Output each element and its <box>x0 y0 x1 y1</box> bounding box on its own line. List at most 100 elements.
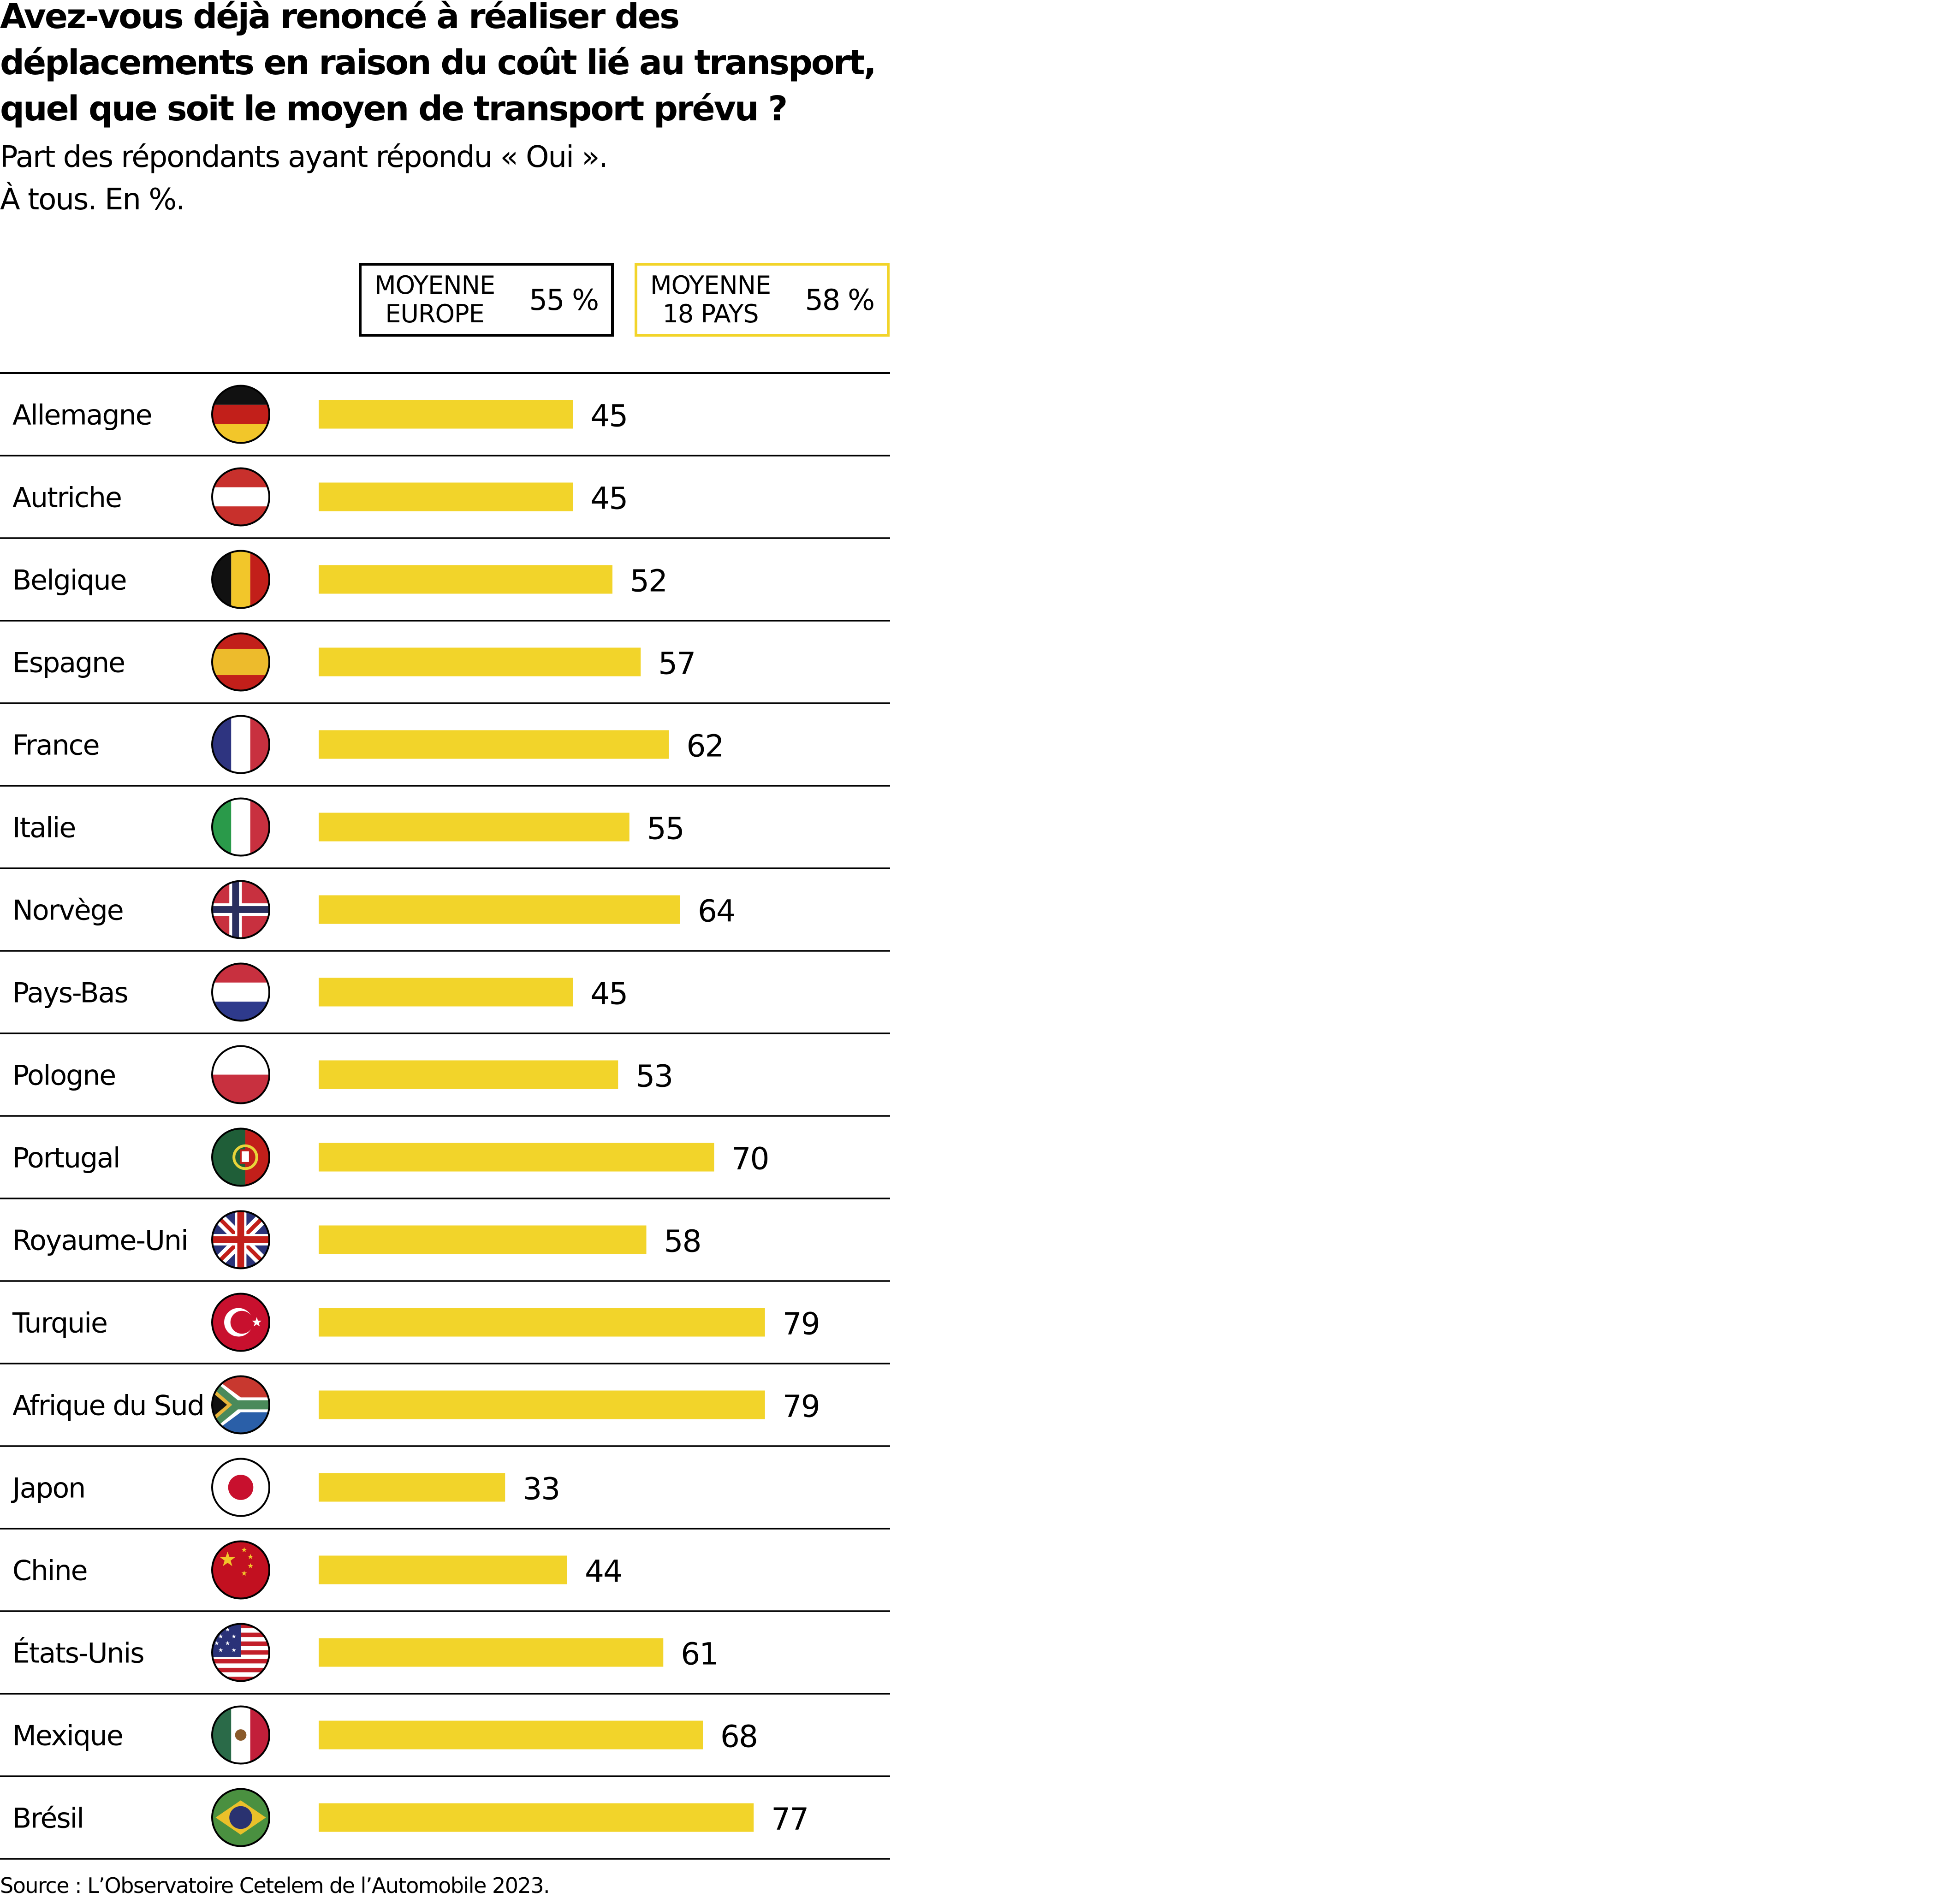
category-label: Pays-Bas <box>12 977 128 1009</box>
bar <box>319 1308 765 1337</box>
legend-label-line: EUROPE <box>385 299 484 328</box>
chart-row: Turquie 79 <box>12 1306 820 1342</box>
value-label: 79 <box>783 1389 820 1424</box>
bar <box>319 978 573 1007</box>
us-flag-icon <box>212 1624 269 1681</box>
category-label: Afrique du Sud <box>12 1390 204 1422</box>
value-label: 64 <box>698 894 735 929</box>
chart-row: Afrique du Sud 79 <box>12 1389 820 1424</box>
tr-flag-icon <box>212 1293 269 1351</box>
bar <box>319 1473 505 1502</box>
category-label: États-Unis <box>12 1637 144 1670</box>
flag-outline <box>211 1458 270 1517</box>
value-label: 45 <box>590 481 627 516</box>
legend-label-line: MOYENNE <box>374 271 495 300</box>
value-label: 57 <box>658 646 695 682</box>
value-label: 33 <box>523 1471 559 1507</box>
bar <box>319 1720 703 1750</box>
bar <box>319 813 630 842</box>
no-flag-icon <box>212 881 269 938</box>
category-label: Portugal <box>12 1142 120 1174</box>
category-label: France <box>12 730 99 762</box>
category-label: Allemagne <box>12 399 152 432</box>
chart-row: Brésil 77 <box>12 1802 809 1837</box>
legend-label-line: 18 PAYS <box>662 299 759 328</box>
chart-row: Japon 33 <box>11 1471 560 1507</box>
source-note: Source : L’Observatoire Cetelem de l’Aut… <box>0 1873 550 1898</box>
chart-row: Chine 44 <box>12 1554 623 1590</box>
bar <box>319 400 573 429</box>
bar <box>319 1225 647 1254</box>
category-label: Royaume-Uni <box>12 1225 188 1257</box>
bar <box>319 1060 618 1089</box>
jp-flag-icon <box>212 1459 269 1516</box>
value-label: 44 <box>585 1554 622 1590</box>
flag-outline <box>211 385 270 444</box>
chart-subtitle: Part des répondants ayant répondu « Oui … <box>0 140 608 174</box>
bar <box>319 1638 664 1667</box>
chart-row: Norvège 64 <box>12 894 736 929</box>
bar <box>319 1143 714 1172</box>
bar <box>319 1803 754 1832</box>
flag-outline <box>211 962 270 1022</box>
flag-outline <box>211 715 270 774</box>
category-label: Turquie <box>12 1307 107 1340</box>
category-label: Japon <box>11 1472 85 1505</box>
chart-row: Allemagne 45 <box>12 398 628 434</box>
bar <box>319 565 612 594</box>
flag-outline <box>211 1293 270 1352</box>
category-label: Chine <box>12 1555 87 1587</box>
flag-outline <box>211 632 270 692</box>
category-label: Espagne <box>12 647 125 679</box>
flag-outline <box>211 1210 270 1269</box>
flag-outline <box>211 1788 270 1847</box>
chart-row: États-Unis 61 <box>12 1637 719 1672</box>
value-label: 55 <box>647 811 684 847</box>
es-flag-icon <box>212 633 269 691</box>
flag-outline <box>211 1375 270 1435</box>
chart-unit-note: À tous. En %. <box>0 183 185 217</box>
category-label: Italie <box>12 812 75 844</box>
chart-row: Pologne 53 <box>12 1059 673 1094</box>
flag-outline <box>211 1623 270 1682</box>
bar <box>319 1555 567 1584</box>
gb-flag-icon <box>212 1211 269 1269</box>
flag-outline <box>211 797 270 857</box>
flag-outline <box>211 880 270 939</box>
value-label: 79 <box>783 1306 820 1342</box>
legend-18-countries-average: MOYENNE 18 PAYS 58 % <box>635 263 890 337</box>
chart-row: Royaume-Uni 58 <box>12 1224 701 1259</box>
category-label: Belgique <box>12 564 126 597</box>
cn-flag-icon <box>212 1541 269 1599</box>
category-label: Norvège <box>12 895 123 927</box>
value-label: 58 <box>664 1224 701 1259</box>
category-label: Pologne <box>12 1060 115 1092</box>
legend-europe-average: MOYENNE EUROPE 55 % <box>359 263 614 337</box>
value-label: 45 <box>590 398 627 434</box>
legend-18-countries-label: MOYENNE 18 PAYS <box>650 271 771 328</box>
value-label: 70 <box>732 1141 769 1177</box>
category-label: Mexique <box>12 1720 123 1752</box>
it-flag-icon <box>212 798 269 856</box>
legend-18-countries-value: 58 % <box>805 283 875 317</box>
value-label: 45 <box>590 976 627 1012</box>
chart-row: France 62 <box>12 729 724 764</box>
flag-outline <box>211 1540 270 1600</box>
bar <box>319 1390 765 1419</box>
legend-label-line: MOYENNE <box>650 271 771 300</box>
flag-outline <box>211 1045 270 1104</box>
chart-row: Mexique 68 <box>12 1719 758 1755</box>
category-label: Autriche <box>12 482 121 514</box>
value-label: 68 <box>720 1719 757 1755</box>
chart-row: Autriche 45 <box>12 481 628 516</box>
chart-row: Pays-Bas 45 <box>12 976 628 1012</box>
bar <box>319 647 641 676</box>
value-label: 53 <box>636 1059 672 1094</box>
value-label: 61 <box>681 1637 718 1672</box>
flag-outline <box>211 1127 270 1187</box>
title-line: déplacements en raison du coût lié au tr… <box>0 43 877 83</box>
title-line: quel que soit le moyen de transport prév… <box>0 89 788 129</box>
title-line: Avez-vous déjà renoncé à réaliser des <box>0 0 680 36</box>
chart-row: Portugal 70 <box>12 1141 769 1177</box>
bar <box>319 730 669 759</box>
